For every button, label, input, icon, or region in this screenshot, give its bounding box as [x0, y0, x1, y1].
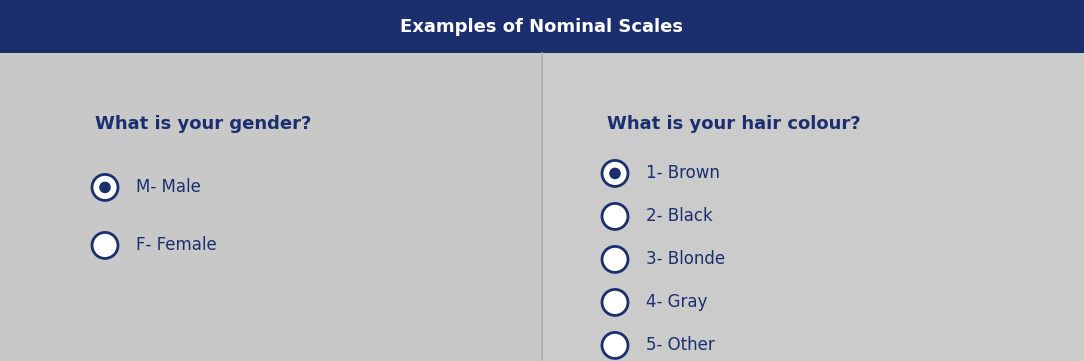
Circle shape	[100, 182, 111, 193]
Text: 5- Other: 5- Other	[646, 336, 714, 355]
Text: 1- Brown: 1- Brown	[646, 164, 720, 182]
Text: 2- Black: 2- Black	[646, 208, 713, 225]
Text: Examples of Nominal Scales: Examples of Nominal Scales	[400, 18, 684, 36]
Circle shape	[602, 204, 628, 230]
Circle shape	[92, 232, 118, 258]
Bar	[542, 53, 1084, 361]
Circle shape	[602, 160, 628, 186]
Circle shape	[602, 290, 628, 316]
Circle shape	[92, 174, 118, 200]
Text: 3- Blonde: 3- Blonde	[646, 251, 725, 269]
Text: M- Male: M- Male	[136, 178, 201, 196]
Circle shape	[609, 168, 621, 179]
Text: What is your gender?: What is your gender?	[95, 116, 311, 134]
Circle shape	[602, 247, 628, 273]
Bar	[0, 53, 542, 361]
Bar	[0, 0, 1084, 53]
Text: 4- Gray: 4- Gray	[646, 293, 708, 312]
Text: F- Female: F- Female	[136, 236, 217, 255]
Circle shape	[602, 332, 628, 358]
Text: What is your hair colour?: What is your hair colour?	[607, 116, 861, 134]
